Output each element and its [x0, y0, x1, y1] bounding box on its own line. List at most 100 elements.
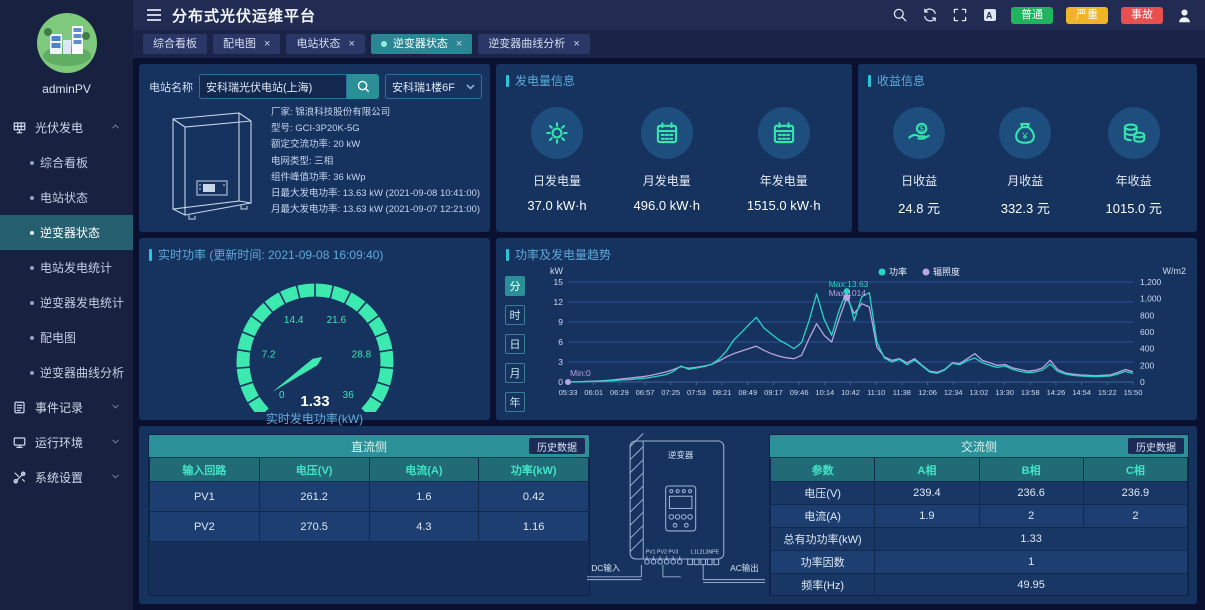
svg-text:PV1 PV2 PV3: PV1 PV2 PV3 — [646, 549, 679, 555]
tab-逆变器状态[interactable]: 逆变器状态 × — [370, 33, 473, 55]
svg-text:14:26: 14:26 — [1047, 388, 1066, 397]
tab-电站状态[interactable]: 电站状态 × — [286, 33, 365, 55]
alarm-badge-2[interactable]: 事故 — [1121, 6, 1163, 24]
tab-close-icon[interactable]: × — [455, 37, 463, 50]
chevron-up-icon — [112, 124, 119, 128]
settings-icon — [13, 471, 26, 484]
coins-icon — [1107, 107, 1160, 159]
table-cell: 0.42 — [478, 481, 589, 512]
period-tab-年[interactable]: 年 — [505, 392, 525, 412]
alarm-badge-1[interactable]: 严重 — [1066, 6, 1108, 24]
svg-text:6: 6 — [558, 337, 563, 347]
tab-close-icon[interactable]: × — [264, 37, 271, 50]
svg-text:200: 200 — [1140, 360, 1154, 370]
svg-text:$: $ — [919, 124, 924, 134]
sidebar-item-1[interactable]: 事件记录 — [0, 390, 133, 425]
panel-realtime-power: 实时功率 (更新时间: 2021-09-08 16:09:40) 0 7.2 14.… — [139, 238, 490, 426]
ac-table-title: 交流侧 — [960, 439, 997, 454]
energy-stats: 日发电量 37.0 kW·h 月发电量 496.0 kW·h 年发电量 1515.0 kW… — [496, 107, 852, 213]
sidebar-subitem[interactable]: 综合看板 — [0, 145, 133, 180]
tab-label: 配电图 — [223, 37, 256, 50]
row-label: 总有功功率(kW) — [770, 527, 876, 551]
bullet-icon — [30, 195, 34, 200]
table-cell: 4.3 — [368, 511, 480, 542]
stat-年收益: 年收益 1015.0 元 — [1106, 107, 1162, 217]
ac-col-header: C相 — [1082, 457, 1188, 482]
dc-col-header: 输入回路 — [149, 457, 260, 482]
sidebar-item-0[interactable]: 光伏发电 — [0, 110, 133, 145]
translate-button[interactable]: A — [981, 7, 998, 24]
tab-配电图[interactable]: 配电图 × — [213, 33, 281, 55]
svg-text:DC输入: DC输入 — [591, 563, 621, 573]
dc-col-header: 功率(kW) — [478, 457, 589, 482]
chevron-down-icon — [112, 439, 119, 443]
refresh-icon — [923, 8, 936, 22]
svg-text:600: 600 — [1140, 327, 1154, 337]
search-button[interactable] — [347, 74, 380, 99]
period-tab-时[interactable]: 时 — [505, 305, 525, 325]
sidebar-subitem[interactable]: 逆变器曲线分析 — [0, 355, 133, 390]
stat-value: 24.8 元 — [898, 201, 941, 216]
table-row: PV1 261.2 1.6 0.42 — [149, 481, 589, 512]
inverter-select-value: 安科瑞1楼6F — [392, 81, 456, 94]
sidebar-subitem-label: 逆变器曲线分析 — [40, 366, 125, 380]
energy-panel-title: 发电量信息 — [515, 74, 576, 88]
svg-text:13:58: 13:58 — [1021, 388, 1040, 397]
fullscreen-button[interactable] — [951, 7, 968, 24]
tab-逆变器曲线分析[interactable]: 逆变器曲线分析 × — [478, 33, 590, 55]
sidebar-item-2[interactable]: 运行环境 — [0, 425, 133, 460]
stat-日发电量: 日发电量 37.0 kW·h — [527, 107, 587, 213]
dc-history-button[interactable]: 历史数据 — [529, 438, 585, 454]
tab-label: 电站状态 — [296, 37, 341, 50]
tab-close-icon[interactable]: × — [348, 37, 355, 50]
sidebar-subitem[interactable]: 逆变器状态 — [0, 215, 133, 250]
user-avatar-button[interactable] — [1176, 7, 1193, 24]
svg-text:Max:1014: Max:1014 — [829, 288, 867, 298]
svg-text:14:54: 14:54 — [1072, 388, 1091, 397]
sidebar-subitem-label: 电站状态 — [40, 191, 89, 205]
stat-年发电量: 年发电量 1515.0 kW·h — [747, 107, 821, 213]
table-cell: 236.9 — [1082, 481, 1188, 505]
hand-coin-icon: $ — [908, 122, 930, 140]
environment-icon — [13, 437, 26, 448]
calendar-icon — [640, 107, 693, 159]
sidebar-item-3[interactable]: 系统设置 — [0, 460, 133, 495]
stat-月发电量: 月发电量 496.0 kW·h — [634, 107, 700, 213]
period-tab-月[interactable]: 月 — [505, 363, 525, 383]
header-actions: A 普通 严重 事故 — [891, 6, 1193, 24]
search-button[interactable] — [891, 7, 908, 24]
tab-close-icon[interactable]: × — [573, 37, 580, 50]
svg-text:09:46: 09:46 — [790, 388, 809, 397]
spec-line: 组件峰值功率: 36 kWp — [271, 171, 366, 183]
refresh-button[interactable] — [921, 7, 938, 24]
sidebar-item-label: 事件记录 — [35, 401, 84, 415]
sidebar-subitem[interactable]: 电站状态 — [0, 180, 133, 215]
svg-text:11:10: 11:10 — [867, 388, 885, 397]
station-search-input[interactable] — [199, 74, 347, 99]
period-tab-日[interactable]: 日 — [505, 334, 525, 354]
title-accent — [506, 248, 509, 261]
ac-history-button[interactable]: 历史数据 — [1128, 438, 1184, 454]
svg-text:21.6: 21.6 — [326, 315, 346, 326]
sidebar-item-label: 光伏发电 — [35, 121, 84, 135]
table-cell: 1.9 — [874, 504, 980, 528]
table-row: 电流(A) 1.9 2 2 — [770, 504, 1188, 528]
sidebar-subitem[interactable]: 配电图 — [0, 320, 133, 355]
bullet-icon — [30, 160, 34, 165]
inverter-select[interactable]: 安科瑞1楼6F — [385, 74, 482, 99]
money-bag-icon: ¥ — [999, 107, 1052, 159]
tab-综合看板[interactable]: 综合看板 — [143, 33, 207, 55]
svg-text:06:01: 06:01 — [584, 388, 603, 397]
trend-panel-title: 功率及发电量趋势 — [515, 248, 612, 262]
collapse-menu-icon[interactable] — [145, 7, 162, 24]
stat-value: 37.0 kW·h — [527, 198, 587, 213]
sidebar-subitem[interactable]: 逆变器发电统计 — [0, 285, 133, 320]
sidebar-subitem[interactable]: 电站发电统计 — [0, 250, 133, 285]
period-tab-分[interactable]: 分 — [505, 276, 525, 296]
spec-line: 厂家: 锦浪科技股份有限公司 — [271, 107, 391, 118]
table-cell: PV2 — [149, 511, 260, 542]
svg-text:15:22: 15:22 — [1098, 388, 1117, 397]
svg-text:15:50: 15:50 — [1124, 388, 1143, 397]
sidebar-subitem-label: 逆变器发电统计 — [40, 296, 125, 310]
alarm-badge-0[interactable]: 普通 — [1011, 6, 1053, 24]
